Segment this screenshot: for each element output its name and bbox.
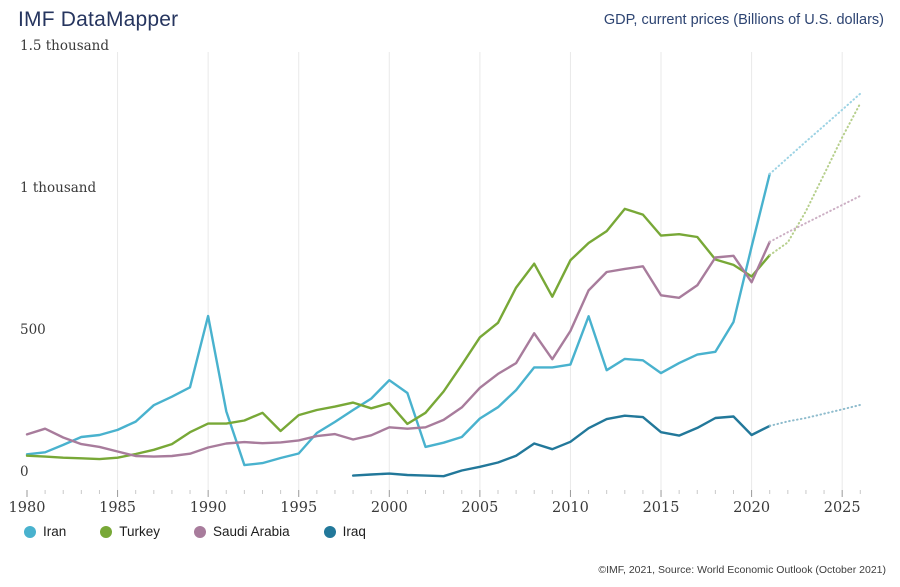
turkey-color-dot	[100, 525, 113, 538]
app-title: IMF DataMapper	[18, 8, 179, 31]
legend-label-iraq: Iraq	[342, 524, 366, 539]
series-line-iran[interactable]	[25, 172, 771, 467]
y-axis-label-1.5-thousand: 1.5 thousand	[20, 38, 109, 54]
y-axis-label-1-thousand: 1 thousand	[20, 180, 96, 196]
saudi-arabia-color-dot	[194, 525, 207, 538]
iraq-color-dot	[323, 525, 336, 538]
x-axis-label-2010: 2010	[552, 500, 589, 516]
y-axis-label-0: 0	[20, 464, 29, 480]
chart-indicator-title: GDP, current prices (Billions of U.S. do…	[603, 12, 884, 28]
chart-legend: Iran Turkey Saudi Arabia Iraq	[24, 524, 366, 539]
legend-item-turkey[interactable]: Turkey	[100, 524, 160, 539]
series-projection-line-turkey[interactable]	[768, 102, 862, 257]
series-line-turkey[interactable]	[25, 207, 771, 461]
x-axis-label-2020: 2020	[733, 500, 770, 516]
x-axis-label-1985: 1985	[99, 500, 136, 516]
series-projection-line-iraq[interactable]	[768, 403, 862, 427]
legend-item-iran[interactable]: Iran	[24, 524, 66, 539]
series-line-iraq[interactable]	[351, 414, 771, 478]
series-line-saudi-arabia[interactable]	[25, 240, 771, 458]
legend-label-iran: Iran	[43, 524, 67, 539]
series-projection-line-iran[interactable]	[768, 92, 862, 175]
x-axis-label-2015: 2015	[643, 500, 680, 516]
x-axis-label-2005: 2005	[461, 500, 498, 516]
legend-item-saudi-arabia[interactable]: Saudi Arabia	[194, 524, 290, 539]
iran-color-dot	[24, 525, 36, 538]
copyright-source-note: ©IMF, 2021, Source: World Economic Outlo…	[598, 564, 886, 576]
legend-item-iraq[interactable]: Iraq	[323, 524, 366, 539]
y-axis-label-500: 500	[20, 322, 46, 338]
x-axis-label-2025: 2025	[824, 500, 861, 516]
legend-label-saudi-arabia: Saudi Arabia	[213, 524, 290, 539]
legend-label-turkey: Turkey	[119, 524, 161, 539]
x-axis-label-1995: 1995	[280, 500, 317, 516]
x-axis-label-1990: 1990	[190, 500, 227, 516]
series-projection-line-saudi-arabia[interactable]	[768, 194, 862, 243]
x-axis-label-1980: 1980	[9, 500, 46, 516]
x-axis-label-2000: 2000	[371, 500, 408, 516]
